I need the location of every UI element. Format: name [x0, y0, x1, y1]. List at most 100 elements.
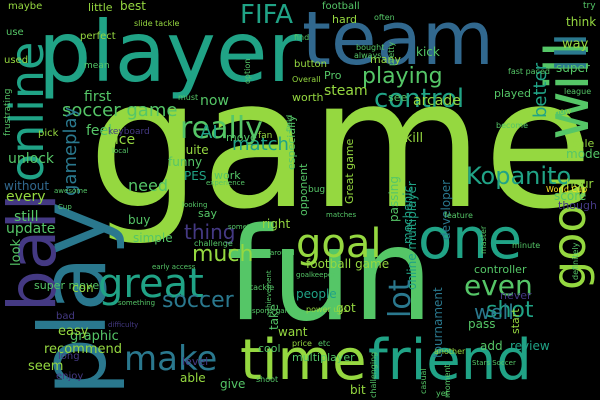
word-field: field [285, 114, 294, 132]
word-see: see [388, 91, 408, 104]
word-really: really [180, 111, 263, 146]
word-become: become [496, 121, 529, 130]
word-fast-paced: fast paced [508, 67, 550, 76]
word-review: review [510, 339, 550, 353]
word-bug: bug [308, 185, 326, 195]
word-much: much [192, 242, 254, 267]
word-thing: thing [184, 220, 236, 244]
word-work: work [214, 169, 241, 182]
word-level: level [182, 355, 209, 368]
word-back: back [411, 286, 420, 306]
word-say: say [198, 207, 217, 220]
word-button: button [294, 59, 327, 70]
word-multiplayer: multiplayer [292, 351, 355, 364]
word-shoot: shoot [256, 375, 279, 384]
word-shot: shot [486, 298, 534, 323]
word-local: local [112, 147, 129, 155]
word-one: one [418, 207, 523, 272]
word-something: something [118, 299, 156, 307]
word-maybe: maybe [8, 1, 43, 12]
word-always: always [354, 51, 382, 60]
word-con: con [72, 281, 94, 295]
word-long: long [58, 351, 80, 362]
word-ai: AI [200, 122, 218, 143]
word-difficulty: difficulty [108, 321, 139, 329]
word-keyboard: keyboard [108, 127, 150, 137]
word-never: never [500, 289, 532, 302]
word-simple: simple [133, 231, 173, 245]
word-need: need [128, 176, 168, 195]
word-easy: easy [58, 324, 89, 339]
word-pick: pick [38, 128, 59, 139]
word-move: move [226, 131, 257, 144]
word-bad: bad [56, 311, 75, 322]
word-though: though [558, 199, 597, 212]
word-super-move: super move [34, 279, 100, 292]
word-think: think [566, 15, 597, 29]
word-passing: passing [387, 175, 401, 222]
word-still: still [14, 209, 39, 225]
word-add: add [480, 339, 503, 353]
word-able: able [180, 371, 206, 385]
word-looking: looking [182, 201, 208, 209]
word-recommend: recommend [44, 342, 122, 357]
word-definitely: definitely [571, 242, 580, 280]
word-worth: worth [292, 91, 324, 104]
word-slide-tackle: slide tackle [134, 19, 180, 28]
word-every: every [6, 189, 46, 205]
word-another: another [434, 347, 466, 356]
word-matches: matches [326, 211, 357, 219]
word-goalkeeper: goalkeeper [296, 271, 336, 279]
word-feel: feel [86, 123, 113, 139]
word-soccer: soccer [162, 288, 234, 313]
word-minute: minute [512, 241, 541, 250]
word-master: master [479, 225, 488, 254]
word-nice: nice [106, 132, 136, 148]
word-etc: etc [318, 339, 331, 348]
word-match: match [232, 134, 289, 155]
word-people: people [296, 287, 337, 301]
word-moment: moment [443, 364, 452, 398]
word-fifa: FIFA [240, 0, 293, 30]
word-now: now [200, 93, 229, 109]
word-sports-game: sports game [252, 307, 296, 315]
word-look: look [9, 238, 24, 266]
word-many: many [370, 53, 401, 66]
word-soccer-game: soccer game [62, 100, 178, 121]
word-use: use [6, 27, 24, 38]
word-great-game: Great game [343, 138, 356, 204]
word-seem: seem [28, 359, 64, 374]
word-pro: Pro [324, 69, 342, 82]
word-tackle: tackle [250, 283, 275, 292]
word-right: right [262, 217, 291, 231]
word-best: best [120, 0, 146, 13]
word-pes: PES [184, 169, 207, 183]
word-goal: goal [296, 221, 382, 267]
word-know: know [550, 107, 572, 116]
word-bit: bit [350, 383, 366, 397]
word-score: score [554, 189, 587, 203]
word-start: start [509, 308, 522, 334]
word-want: want [278, 325, 308, 339]
word-unlock: unlock [8, 151, 55, 167]
word-used: used [4, 55, 29, 66]
word-super: super [556, 61, 590, 75]
word-pass: pass [468, 317, 496, 331]
word-mode: mode [566, 147, 600, 161]
word-game: game [88, 41, 593, 248]
word-kick: kick [416, 45, 440, 59]
word-kopanito: Kopanito [466, 162, 572, 190]
word-time: time [240, 328, 367, 393]
word-feature: feature [444, 211, 473, 220]
word-around: around [270, 249, 295, 257]
word-gameplay: gameplay [60, 106, 81, 196]
word-give: give [220, 377, 246, 391]
word-great: great [98, 261, 204, 307]
word-sometime: sometime [228, 223, 263, 231]
word-make: make [124, 339, 218, 379]
word-controller: controller [474, 263, 527, 276]
word-first: first [84, 89, 112, 105]
word-playing: playing [362, 64, 443, 89]
word-world-cup: World Cup [546, 185, 588, 194]
word-perfect: perfect [80, 31, 116, 42]
